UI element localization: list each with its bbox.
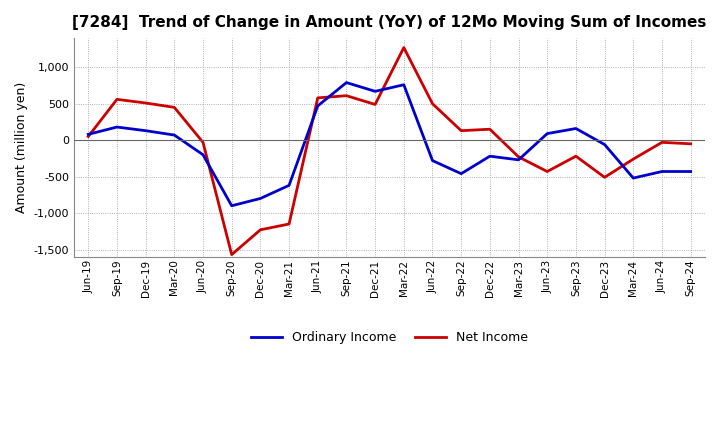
Net Income: [84, 134, 93, 139]
Ordinary Income: [572, 126, 580, 131]
Ordinary Income: [284, 183, 293, 188]
Net Income: [141, 100, 150, 106]
Y-axis label: Amount (million yen): Amount (million yen): [15, 82, 28, 213]
Net Income: [284, 221, 293, 227]
Ordinary Income: [686, 169, 695, 174]
Net Income: [485, 127, 494, 132]
Ordinary Income: [313, 103, 322, 109]
Ordinary Income: [600, 142, 609, 147]
Ordinary Income: [457, 171, 466, 176]
Ordinary Income: [141, 128, 150, 133]
Ordinary Income: [657, 169, 666, 174]
Ordinary Income: [514, 157, 523, 162]
Ordinary Income: [84, 132, 93, 137]
Net Income: [657, 140, 666, 145]
Net Income: [572, 154, 580, 159]
Net Income: [543, 169, 552, 174]
Ordinary Income: [342, 80, 351, 85]
Net Income: [313, 95, 322, 100]
Ordinary Income: [170, 132, 179, 138]
Net Income: [371, 102, 379, 107]
Net Income: [457, 128, 466, 133]
Ordinary Income: [199, 152, 207, 158]
Title: [7284]  Trend of Change in Amount (YoY) of 12Mo Moving Sum of Incomes: [7284] Trend of Change in Amount (YoY) o…: [72, 15, 706, 30]
Ordinary Income: [112, 125, 121, 130]
Net Income: [228, 252, 236, 257]
Ordinary Income: [485, 154, 494, 159]
Net Income: [428, 101, 437, 106]
Ordinary Income: [228, 203, 236, 209]
Legend: Ordinary Income, Net Income: Ordinary Income, Net Income: [246, 326, 534, 349]
Net Income: [629, 157, 638, 162]
Ordinary Income: [543, 131, 552, 136]
Net Income: [686, 141, 695, 147]
Ordinary Income: [629, 176, 638, 181]
Net Income: [600, 175, 609, 180]
Net Income: [400, 45, 408, 50]
Net Income: [199, 140, 207, 145]
Net Income: [112, 97, 121, 102]
Line: Net Income: Net Income: [89, 48, 690, 255]
Net Income: [256, 227, 265, 232]
Ordinary Income: [371, 89, 379, 94]
Ordinary Income: [428, 158, 437, 163]
Ordinary Income: [256, 196, 265, 201]
Net Income: [342, 93, 351, 98]
Line: Ordinary Income: Ordinary Income: [89, 83, 690, 206]
Net Income: [514, 154, 523, 160]
Ordinary Income: [400, 82, 408, 88]
Net Income: [170, 105, 179, 110]
